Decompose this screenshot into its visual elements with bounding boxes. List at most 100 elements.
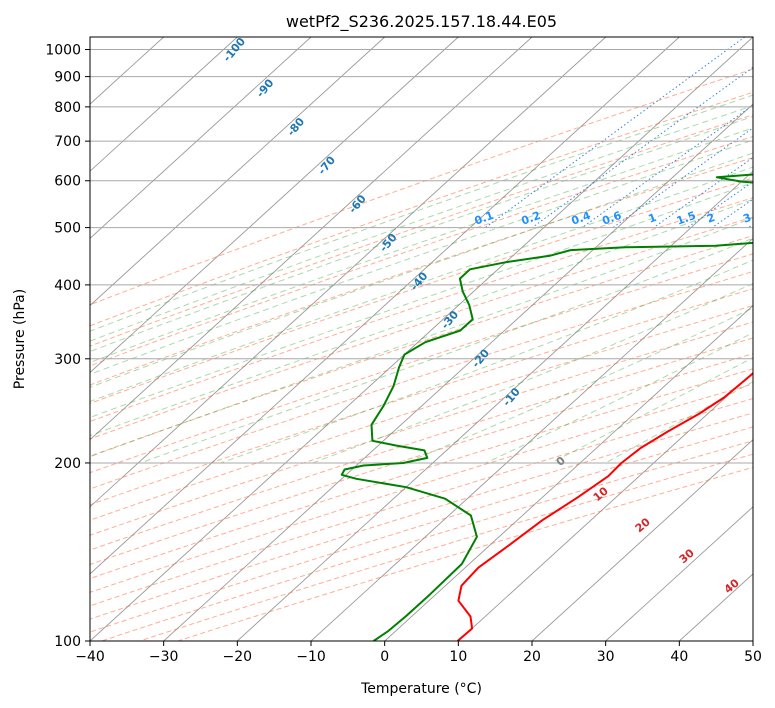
x-tick-label: −10 bbox=[296, 649, 326, 665]
dry-adiabat-label: -70 bbox=[315, 153, 338, 177]
dry-adiabat-label: -80 bbox=[285, 115, 308, 139]
dry-adiabat-line bbox=[90, 270, 753, 490]
mixing-ratio-label: 0.1 bbox=[473, 209, 496, 228]
mixing-ratio-line bbox=[612, 127, 753, 229]
mixing-ratio-label: 1.5 bbox=[675, 209, 698, 228]
y-tick-label: 200 bbox=[54, 456, 81, 472]
y-tick-label: 500 bbox=[54, 221, 81, 237]
isotherm-line bbox=[752, 640, 753, 641]
dry-adiabat-line bbox=[90, 412, 753, 620]
moist-adiabat-line bbox=[90, 198, 753, 437]
dry-adiabat-label: -90 bbox=[254, 76, 277, 100]
isotherm-line bbox=[531, 439, 753, 641]
dry-adiabat-line bbox=[90, 383, 753, 593]
moist-adiabat-line bbox=[90, 217, 753, 458]
dry-adiabat-line bbox=[90, 216, 753, 440]
moist-adiabat-line bbox=[90, 166, 753, 403]
pressure-grid bbox=[90, 49, 753, 641]
y-tick-label: 100 bbox=[54, 634, 81, 650]
mixing-ratio-line bbox=[653, 157, 753, 229]
x-tick-label: −20 bbox=[223, 649, 253, 665]
moist-adiabat-label: 30 bbox=[677, 546, 697, 566]
moist-adiabat-line bbox=[605, 381, 753, 464]
plot-frame bbox=[89, 36, 754, 642]
moist-adiabat-line bbox=[312, 283, 753, 464]
moist-adiabat-line bbox=[90, 152, 753, 388]
dry-adiabat-line bbox=[138, 453, 753, 641]
mixing-ratio-line bbox=[581, 104, 753, 229]
moist-adiabat-line bbox=[140, 237, 753, 464]
mixing-ratio-label: 0.6 bbox=[600, 209, 623, 228]
isotherm-line bbox=[90, 37, 238, 172]
background-lines bbox=[90, 37, 753, 641]
dry-adiabat-line bbox=[90, 398, 753, 607]
line-labels: 0.10.20.40.611.52346810131620253036-100-… bbox=[220, 37, 775, 596]
dewpoint-profile-line bbox=[340, 173, 753, 641]
y-tick-label: 900 bbox=[54, 70, 81, 86]
x-tick-label: 20 bbox=[523, 649, 541, 665]
mixing-ratio-label: 4 bbox=[768, 211, 775, 226]
dry-adiabat-line bbox=[90, 304, 753, 521]
dry-adiabat-line bbox=[90, 197, 753, 423]
isotherm-line bbox=[90, 37, 680, 575]
y-tick-label: 600 bbox=[54, 174, 81, 190]
temperature-profile-line bbox=[456, 372, 753, 641]
moist-adiabat-line bbox=[90, 115, 753, 353]
dry-adiabat-line bbox=[176, 466, 753, 641]
moist-adiabat-line bbox=[551, 356, 753, 464]
dry-adiabat-line bbox=[90, 368, 753, 580]
y-tick-label: 300 bbox=[54, 352, 81, 368]
x-tick-label: 10 bbox=[449, 649, 467, 665]
mixing-ratio-line bbox=[748, 223, 753, 229]
dry-adiabat-line bbox=[90, 353, 753, 565]
profile-series bbox=[340, 173, 753, 641]
x-tick-label: −40 bbox=[75, 649, 105, 665]
dry-adiabat-line bbox=[90, 337, 753, 551]
dry-adiabat-label: -10 bbox=[500, 385, 523, 409]
x-tick-label: −30 bbox=[149, 649, 179, 665]
moist-adiabat-line bbox=[90, 94, 753, 332]
moist-adiabat-line bbox=[220, 259, 753, 464]
moist-adiabat-label: 40 bbox=[722, 576, 742, 596]
dry-adiabat-line bbox=[90, 157, 753, 386]
chart-title: wetPf2_S236.2025.157.18.44.E05 bbox=[286, 12, 557, 32]
dry-adiabat-line bbox=[99, 440, 753, 641]
isotherm-line bbox=[605, 506, 753, 641]
isotherm-line bbox=[90, 37, 607, 508]
isotherm-line bbox=[90, 37, 386, 307]
y-tick-label: 800 bbox=[54, 100, 81, 116]
isotherm-line bbox=[90, 37, 459, 374]
isotherm-line bbox=[90, 37, 753, 641]
x-tick-label: 40 bbox=[670, 649, 688, 665]
x-tick-label: 30 bbox=[597, 649, 615, 665]
mixing-ratio-label: 3 bbox=[741, 211, 753, 226]
isotherm-line bbox=[384, 304, 753, 641]
y-tick-label: 400 bbox=[54, 278, 81, 294]
moist-adiabat-line bbox=[90, 105, 753, 342]
dry-adiabat-line bbox=[90, 253, 753, 474]
x-tick-label: 50 bbox=[744, 649, 762, 665]
y-tick-label: 700 bbox=[54, 134, 81, 150]
mixing-ratio-label: 2 bbox=[705, 211, 717, 226]
moist-adiabat-line bbox=[485, 332, 753, 464]
y-axis-label: Pressure (hPa) bbox=[12, 289, 28, 389]
dry-adiabat-label: -60 bbox=[346, 192, 369, 216]
mixing-ratio-line bbox=[687, 181, 753, 229]
isotherm-line bbox=[90, 37, 533, 441]
mixing-ratio-label: 0.2 bbox=[520, 209, 543, 228]
dry-adiabat-line bbox=[90, 177, 753, 404]
dry-adiabat-line bbox=[90, 426, 753, 633]
isotherm-line bbox=[90, 37, 312, 239]
isotherm-line bbox=[236, 170, 753, 641]
x-tick-label: 0 bbox=[380, 649, 389, 665]
mixing-ratio-label: 1 bbox=[647, 211, 659, 226]
isotherm-line bbox=[163, 103, 753, 641]
moist-adiabat-line bbox=[90, 127, 753, 364]
mixing-ratio-label: 0.4 bbox=[570, 209, 593, 228]
moist-adiabat-label: 20 bbox=[633, 515, 653, 535]
y-tick-label: 1000 bbox=[45, 43, 81, 59]
moist-adiabat-line bbox=[90, 139, 753, 375]
dry-adiabat-label: -20 bbox=[469, 346, 492, 370]
